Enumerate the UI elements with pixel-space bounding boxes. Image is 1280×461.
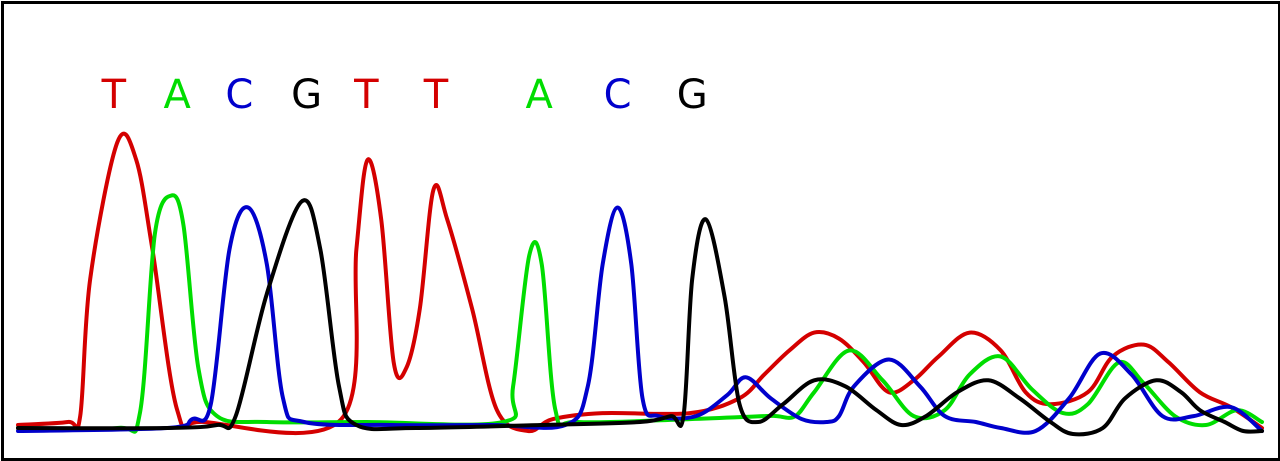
trace-g bbox=[16, 198, 1264, 437]
base-call-label: C bbox=[604, 72, 632, 118]
traces-layer bbox=[16, 131, 1264, 437]
base-call-label: T bbox=[353, 72, 379, 118]
base-call-label: A bbox=[526, 72, 554, 118]
trace-a bbox=[16, 193, 1264, 434]
base-call-label: T bbox=[101, 72, 127, 118]
base-call-label: C bbox=[225, 72, 253, 118]
base-call-label: A bbox=[164, 72, 192, 118]
base-call-label: G bbox=[291, 72, 322, 118]
base-call-label: G bbox=[677, 72, 708, 118]
base-call-label: T bbox=[423, 72, 449, 118]
